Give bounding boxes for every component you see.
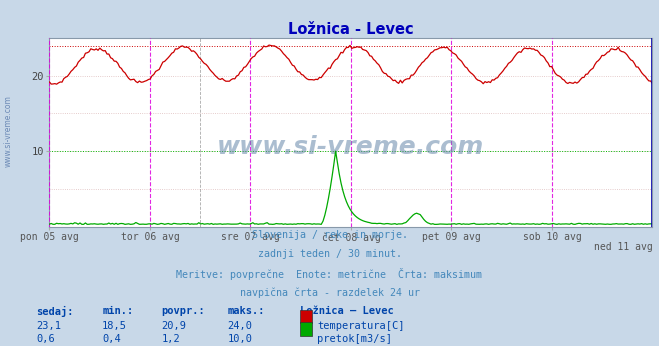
Text: www.si-vreme.com: www.si-vreme.com [3,95,13,167]
Text: 20,9: 20,9 [161,321,186,331]
Text: 23,1: 23,1 [36,321,61,331]
Text: 18,5: 18,5 [102,321,127,331]
Text: navpična črta - razdelek 24 ur: navpična črta - razdelek 24 ur [239,287,420,298]
Text: 0,4: 0,4 [102,334,121,344]
Text: 24,0: 24,0 [227,321,252,331]
Text: min.:: min.: [102,306,133,316]
Text: 0,6: 0,6 [36,334,55,344]
Text: temperatura[C]: temperatura[C] [317,321,405,331]
Title: Ložnica - Levec: Ložnica - Levec [288,22,414,37]
Text: Ložnica – Levec: Ložnica – Levec [300,306,393,316]
Text: Meritve: povprečne  Enote: metrične  Črta: maksimum: Meritve: povprečne Enote: metrične Črta:… [177,268,482,280]
Text: maks.:: maks.: [227,306,265,316]
Text: 10,0: 10,0 [227,334,252,344]
Text: Slovenija / reke in morje.: Slovenija / reke in morje. [252,230,407,240]
Text: pretok[m3/s]: pretok[m3/s] [317,334,392,344]
Text: 1,2: 1,2 [161,334,180,344]
Text: povpr.:: povpr.: [161,306,205,316]
Text: sedaj:: sedaj: [36,306,74,317]
Text: zadnji teden / 30 minut.: zadnji teden / 30 minut. [258,249,401,259]
Text: www.si-vreme.com: www.si-vreme.com [217,135,484,160]
Text: ned 11 avg: ned 11 avg [594,242,652,252]
